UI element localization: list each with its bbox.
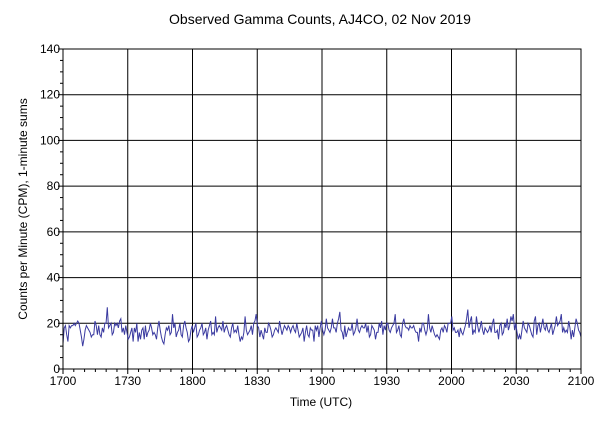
x-tick-label: 1730 [114,374,141,388]
y-tick-label: 0 [53,362,60,376]
x-tick-label: 1930 [373,374,400,388]
x-tick-label: 1800 [179,374,206,388]
y-tick-label: 20 [47,316,61,330]
y-tick-labels: 0 20 40 60 80 100 120 140 [40,42,60,376]
grid [63,49,581,369]
series-line [62,307,582,347]
y-tick-label: 60 [47,225,61,239]
y-tick-label: 80 [47,179,61,193]
x-tick-label: 1700 [50,374,77,388]
chart-title: Observed Gamma Counts, AJ4CO, 02 Nov 201… [169,11,471,27]
x-tick-label: 2100 [568,374,595,388]
y-tick-label: 140 [40,42,60,56]
y-tick-label: 100 [40,133,60,147]
y-axis-label: Counts per Minute (CPM), 1-minute sums [16,98,30,319]
plot-frame [62,48,582,370]
y-tick-label: 40 [47,271,61,285]
x-tick-label: 2000 [438,374,465,388]
x-tick-labels: 1700 1730 1800 1830 1900 1930 2000 2030 2100 [50,374,595,388]
x-tick-label: 1830 [244,374,271,388]
y-tick-label: 120 [40,88,60,102]
x-axis-label: Time (UTC) [290,395,352,409]
x-tick-label: 2030 [503,374,530,388]
x-tick-label: 1900 [309,374,336,388]
